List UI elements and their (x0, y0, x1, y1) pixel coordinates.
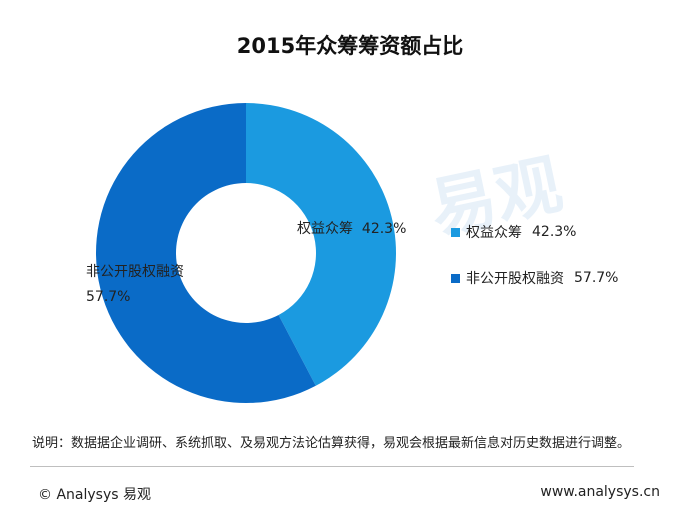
legend-swatch (451, 227, 460, 237)
legend-item-权益众筹: 权益众筹 42.3% (451, 222, 618, 242)
legend-name: 非公开股权融资 (466, 271, 564, 287)
footnote: 说明：数据据企业调研、系统抓取、及易观方法论估算获得，易观会根据最新信息对历史数… (32, 436, 631, 451)
divider (30, 466, 634, 467)
site-url[interactable]: www.analysys.cn (540, 484, 660, 500)
slice-非公开股权融资 (95, 103, 316, 403)
slice-label-name: 权益众筹 (297, 221, 353, 237)
slice-label-value: 57.7% (86, 289, 131, 305)
chart-title: 2015年众筹筹资额占比 (236, 34, 464, 58)
legend-value: 42.3% (532, 224, 577, 240)
slice-label-value: 42.3% (361, 221, 407, 237)
legend: 权益众筹 42.3% 非公开股权融资 57.7% (451, 222, 618, 314)
slice-label-非公开股权融资: 非公开股权融资 57.7% (86, 260, 184, 310)
legend-name: 权益众筹 (466, 225, 522, 241)
legend-swatch (451, 273, 460, 283)
legend-value: 57.7% (574, 270, 619, 286)
copyright: © Analysys 易观 (38, 487, 151, 503)
legend-item-非公开股权融资: 非公开股权融资 57.7% (451, 268, 618, 288)
slice-label-权益众筹: 权益众筹 42.3% (297, 218, 406, 238)
slice-权益众筹 (246, 103, 396, 386)
slice-label-name: 非公开股权融资 (86, 264, 184, 280)
